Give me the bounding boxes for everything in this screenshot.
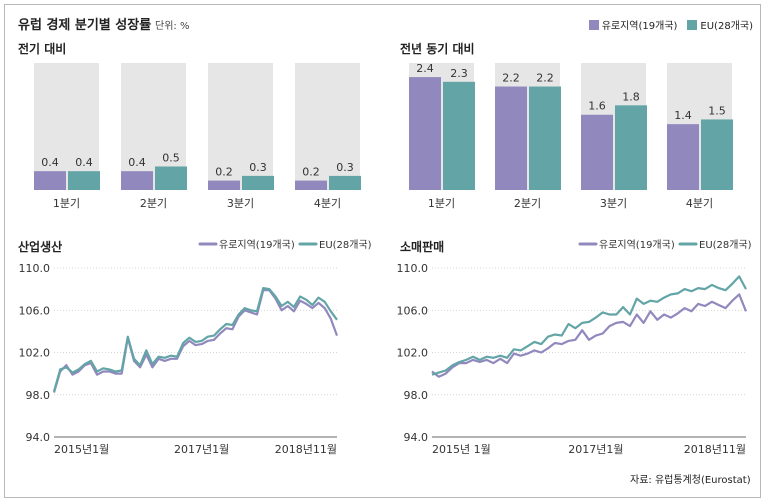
legend-eurozone-label: 유로지역(19개국) — [601, 21, 678, 32]
y-tick-label: 110.0 — [397, 262, 429, 275]
bar-value-label: 0.4 — [128, 156, 146, 169]
category-label: 1분기 — [53, 197, 80, 210]
y-tick-label: 94.0 — [26, 431, 51, 444]
qoq-title: 전기 대비 — [18, 42, 67, 56]
bar — [121, 171, 153, 190]
eurozone-line — [52, 289, 339, 393]
category-label: 4분기 — [686, 197, 713, 210]
bar-background — [208, 63, 273, 190]
bar-value-label: 0.3 — [249, 161, 267, 174]
legend-label: EU(28개국) — [699, 239, 752, 251]
bar — [409, 77, 441, 190]
x-tick-label: 2017년1월 — [568, 443, 623, 456]
yoy-bar-chart: 2.4 2.3 1분기 2.2 2.2 2분기 1.6 1.8 3분기 1.4 1.5 4분기 — [409, 62, 733, 210]
bar-value-label: 1.6 — [588, 100, 606, 113]
bar — [581, 114, 613, 190]
bar-value-label: 0.2 — [215, 166, 233, 179]
eu-line — [52, 287, 338, 392]
bar-background — [295, 63, 360, 190]
bar — [68, 171, 100, 190]
bar — [529, 86, 561, 190]
bar — [495, 86, 527, 190]
bar-value-label: 2.2 — [502, 72, 520, 85]
eu-line — [431, 275, 747, 376]
bar — [34, 171, 66, 190]
y-tick-label: 106.0 — [397, 304, 429, 317]
y-tick-label: 106.0 — [19, 304, 51, 317]
unit-label: 단위: % — [155, 21, 190, 32]
legend-label: EU(28개국) — [319, 239, 372, 251]
qoq-bar-chart: 0.4 0.4 1분기 0.4 0.5 2분기 0.2 0.3 3분기 0.2 0.3 4분기 — [34, 63, 361, 210]
legend-eurozone: 유로지역(19개국) — [588, 17, 678, 32]
category-label: 4분기 — [314, 197, 341, 210]
bar-value-label: 1.8 — [622, 90, 640, 103]
legend-eu: EU(28개국) — [687, 17, 753, 32]
x-tick-label: 2015년 1월 — [432, 443, 491, 456]
bar — [667, 124, 699, 190]
x-tick-label: 2018년11월 — [275, 443, 337, 456]
bar-value-label: 0.5 — [162, 151, 180, 164]
category-label: 2분기 — [140, 197, 167, 210]
bar — [242, 175, 274, 190]
retail-title: 소매판매 — [400, 240, 445, 254]
category-label: 1분기 — [428, 197, 455, 210]
yoy-title: 전년 동기 대비 — [400, 42, 475, 56]
category-label: 2분기 — [514, 197, 541, 210]
bar-value-label: 0.3 — [336, 161, 354, 174]
bar-value-label: 1.4 — [674, 109, 692, 122]
x-tick-label: 2018년11월 — [684, 443, 746, 456]
bar — [208, 180, 240, 190]
bar-value-label: 0.4 — [75, 156, 93, 169]
y-tick-label: 102.0 — [397, 347, 429, 360]
y-tick-label: 98.0 — [404, 389, 429, 402]
bar-value-label: 2.4 — [416, 62, 434, 75]
bar — [701, 119, 733, 190]
legend-eu-label: EU(28개국) — [700, 21, 753, 32]
figure-frame — [4, 4, 761, 498]
bar-value-label: 2.2 — [536, 72, 554, 85]
y-tick-label: 102.0 — [19, 347, 51, 360]
legend-eurozone-swatch — [588, 20, 599, 30]
y-tick-label: 94.0 — [404, 431, 429, 444]
eurozone-line — [431, 293, 748, 378]
bar — [443, 81, 475, 190]
bar — [329, 175, 361, 190]
legend-label: 유로지역(19개국) — [599, 239, 675, 251]
y-tick-label: 98.0 — [26, 389, 51, 402]
bar-background — [34, 63, 99, 190]
bar-value-label: 0.2 — [302, 166, 320, 179]
source-note: 자료: 유럽통계청(Eurostat) — [630, 475, 751, 486]
bar-value-label: 0.4 — [41, 156, 59, 169]
bar-value-label: 2.3 — [450, 67, 468, 80]
x-tick-label: 2017년1월 — [174, 443, 229, 456]
bar-value-label: 1.5 — [708, 104, 726, 117]
y-tick-label: 110.0 — [19, 262, 51, 275]
legend-eu-swatch — [687, 20, 698, 30]
industry-title: 산업생산 — [18, 240, 63, 254]
category-label: 3분기 — [227, 197, 254, 210]
bar — [615, 105, 647, 190]
legend-label: 유로지역(19개국) — [219, 239, 295, 251]
bar — [295, 180, 327, 190]
category-label: 3분기 — [600, 197, 627, 210]
chart-title: 유럽 경제 분기별 성장률 — [18, 18, 152, 33]
x-tick-label: 2015년1월 — [54, 443, 109, 456]
bar — [155, 166, 187, 190]
top-legend: 유로지역(19개국) EU(28개국) — [588, 17, 753, 32]
